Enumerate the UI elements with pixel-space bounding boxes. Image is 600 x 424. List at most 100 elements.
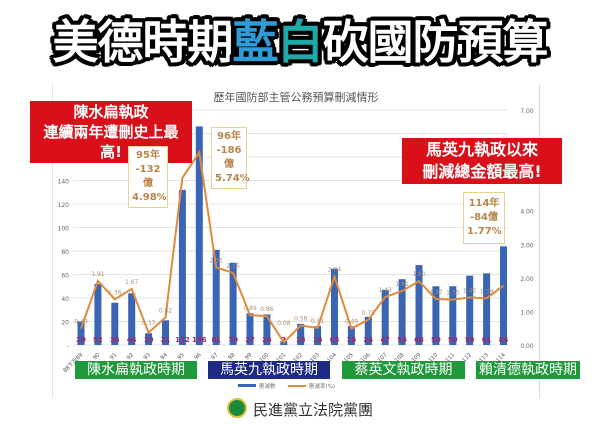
left-tick-label: 60 [61,273,69,280]
bar [162,320,169,345]
bar [145,333,153,345]
bar-value-label: 65 [330,336,340,344]
annotation-line: 5.74% [215,173,250,184]
bar-value-label: 47 [380,336,390,344]
dpp-logo-icon [226,398,247,418]
x-tick-label: 111 [445,352,457,364]
rate-label: 0.89 [243,305,257,312]
annotation-line: 96年 [217,131,241,142]
rate-label: 2.15 [226,263,240,270]
bar-value-label: 84 [499,336,509,344]
bar [111,302,119,345]
period-tsai: 蔡英文執政時期 [342,361,465,379]
x-tick-label: 102 [292,352,304,364]
rate-label: 1.61 [395,281,409,288]
annotation-95: 95年 -132億 4.98% [128,146,168,208]
bar-value-label: 10 [144,336,154,344]
bar [347,326,355,345]
rate-label: 0.49 [345,319,359,326]
left-tick-label: 120 [58,202,70,209]
left-tick-label: 140 [58,179,70,186]
x-tick-label: 97 [210,352,220,362]
bar-value-label: 26 [262,336,272,344]
bar [432,286,440,345]
left-tick-label: 40 [61,296,69,303]
bar [297,323,305,345]
x-tick-label: 96 [194,352,204,362]
rate-label: 1.43 [379,287,393,294]
headline: 美德時期藍白砍國防預算 [0,6,600,72]
rate-label: 0.86 [260,306,274,313]
bar [178,189,186,345]
bar-value-label: 20 [76,336,86,344]
callout-line: 馬英九執政以來 [425,140,538,159]
rate-label: 2.31 [210,257,224,264]
right-tick-label: 2.00 [520,276,534,283]
bar-value-label: 50 [448,336,458,344]
footer: 民進黨立法院黨團 [0,398,600,420]
x-tick-label: 95 [177,352,187,362]
bar-value-label: 81 [211,336,221,344]
x-tick-label: 101 [276,352,288,364]
rate-line [80,149,505,344]
bar [364,316,372,345]
rate-label: 1.37 [429,289,443,296]
bar-value-label: 36 [110,336,120,344]
callout-line: 連續兩年遭刪史上最高! [43,123,179,161]
period-ma: 馬英九執政時期 [208,361,330,379]
headline-blue: 藍 [232,15,279,69]
rate-label: 1.39 [480,288,494,295]
annotation-line: -84億 [469,212,499,223]
bar-value-label: 56 [397,336,407,344]
rate-label: 0.49 [74,319,88,326]
bar [128,293,136,345]
rate-label: 0.08 [277,320,291,327]
rate-label: 2.04 [328,267,342,274]
left-tick-label: 80 [61,249,69,256]
x-tick-label: 94 [160,352,170,362]
annotation-line: 95年 [136,150,160,161]
annotation-114: 114年 -84億 1.77% [463,192,505,244]
bar [94,283,102,345]
footer-text: 民進黨立法院黨團 [252,401,373,419]
bar [500,246,507,345]
bar [381,289,389,345]
annotation-line: 1.77% [467,226,502,237]
bar-value-label: 44 [127,336,137,344]
bar [77,321,85,345]
rate-label: 1.91 [91,271,105,278]
right-tick-label: 1.00 [520,309,534,316]
x-tick-label: 90 [92,352,102,362]
rate-label: 1.36 [108,289,122,296]
rate-label: 0.37 [142,320,156,327]
bar-value-label: 50 [431,336,441,344]
bar-value-label: 24 [363,336,373,344]
rate-label: 0.51 [311,318,325,325]
bar-value-label: 70 [228,336,238,344]
rate-label: 1.67 [125,279,139,286]
callout-line: 刪減總金額最高! [422,162,542,181]
x-tick-label: 92 [126,352,135,361]
period-chen: 陳水扁執政時期 [75,361,197,379]
right-tick-label: 0.00 [520,343,534,350]
bar [229,262,237,345]
bar-value-label: 186 [192,336,207,344]
legend-line-label: 刪減率(%) [309,382,335,390]
bar [246,313,254,345]
right-tick-label: 3.00 [520,242,534,249]
bar [449,286,457,345]
rate-label: 1.42 [463,287,477,294]
left-tick-label: - [67,343,69,350]
legend-bar-label: 刪減數 [259,382,276,390]
bar [195,126,203,345]
bar [415,265,423,345]
bar-value-label: 132 [175,336,190,344]
chart-title: 歷年國防部主管公務預算刪減情形 [214,90,379,104]
bar-value-label: 3 [281,336,286,344]
annotation-line: 4.98% [132,192,167,203]
bar-value-label: 27 [245,336,255,344]
x-tick-label: 93 [143,352,153,362]
headline-text: 美德時期 [52,15,234,69]
rate-label: 0.82 [159,307,173,314]
x-tick-label: 112 [461,352,473,364]
